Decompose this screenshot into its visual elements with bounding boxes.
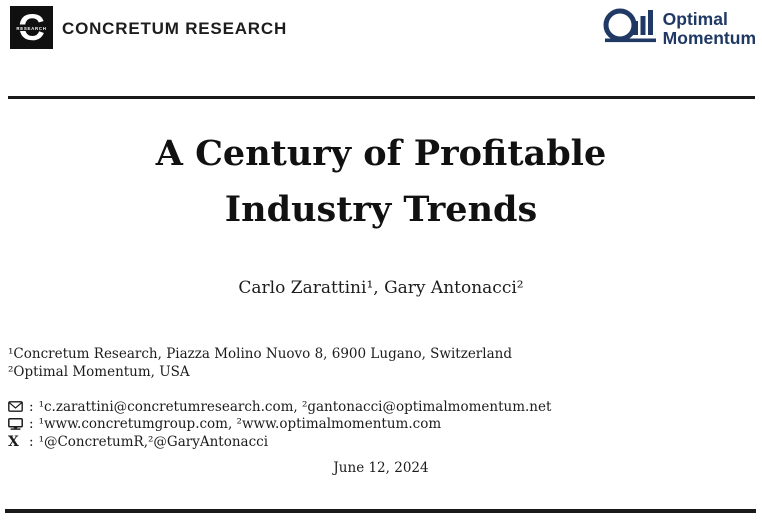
page-title-line1: A Century of Profitable (155, 133, 607, 174)
publication-date: June 12, 2024 (333, 460, 429, 476)
x-separator: : (29, 433, 34, 450)
header: C RESEARCH CONCRETUM RESEARCH Optimal (10, 5, 756, 53)
website-contact-row: : ¹www.concretumgroup.com, ²www.optimalm… (8, 416, 754, 434)
page-title-line2: Industry Trends (224, 189, 538, 230)
top-divider-rule (8, 96, 755, 99)
email-contact-row: : ¹c.zarattini@concretumresearch.com, ²g… (8, 398, 754, 416)
concretum-research-logo-icon: C RESEARCH (10, 5, 53, 53)
contact-block: : ¹c.zarattini@concretumresearch.com, ²g… (8, 398, 754, 451)
authors-line: Carlo Zarattini¹, Gary Antonacci² (238, 278, 524, 298)
email-separator: : (29, 398, 34, 415)
concretum-brand: C RESEARCH CONCRETUM RESEARCH (10, 5, 288, 53)
optimal-wordmark-line1: Optimal (662, 9, 728, 29)
email-addresses[interactable]: ¹c.zarattini@concretumresearch.com, ²gan… (38, 398, 552, 415)
affiliation-1: ¹Concretum Research, Piazza Molino Nuovo… (8, 346, 512, 362)
x-contact-row: X : ¹@ConcretumR,²@GaryAntonacci (8, 433, 754, 451)
optimal-momentum-logo-icon (603, 7, 659, 51)
page-title: A Century of Profitable Industry Trends (0, 126, 762, 238)
x-icon: X (8, 433, 19, 450)
website-separator: : (29, 416, 34, 433)
optimal-momentum-brand: Optimal Momentum (603, 7, 756, 51)
svg-text:RESEARCH: RESEARCH (16, 25, 46, 30)
x-handles[interactable]: ¹@ConcretumR,²@GaryAntonacci (38, 433, 269, 450)
optimal-wordmark-line2: Momentum (662, 28, 756, 48)
monitor-icon (8, 418, 24, 431)
bottom-divider-rule (5, 509, 756, 513)
concretum-wordmark: CONCRETUM RESEARCH (62, 19, 288, 38)
website-urls[interactable]: ¹www.concretumgroup.com, ²www.optimalmom… (38, 416, 442, 433)
optimal-wordmark: Optimal Momentum (663, 10, 756, 48)
affiliation-2: ²Optimal Momentum, USA (8, 363, 190, 380)
envelope-icon (8, 401, 24, 413)
affiliations: ¹Concretum Research, Piazza Molino Nuovo… (8, 346, 754, 381)
